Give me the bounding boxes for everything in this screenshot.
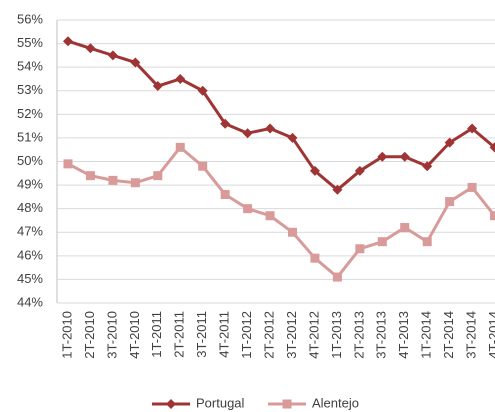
data-point [445, 197, 455, 207]
x-tick-label: 1T-2013 [329, 311, 344, 359]
y-tick-label: 48% [17, 200, 43, 215]
data-point [489, 142, 495, 153]
data-point [63, 159, 73, 169]
y-tick-label: 56% [17, 11, 43, 26]
y-tick-label: 53% [17, 82, 43, 97]
data-point [243, 204, 253, 214]
data-point [63, 36, 73, 47]
y-tick-label: 55% [17, 35, 43, 50]
x-tick-label: 2T-2014 [441, 311, 456, 359]
x-tick-label: 1T-2014 [419, 311, 434, 359]
data-point [153, 171, 163, 181]
data-point [220, 118, 231, 129]
x-tick-label: 3T-2014 [464, 311, 479, 359]
data-point [309, 165, 320, 176]
data-point [422, 161, 433, 172]
data-point [399, 151, 410, 162]
y-tick-label: 52% [17, 106, 43, 121]
data-point [355, 244, 365, 254]
data-point [444, 137, 455, 148]
x-tick-label: 3T-2011 [194, 311, 209, 358]
data-point [332, 272, 342, 282]
data-point [377, 237, 387, 247]
x-tick-label: 3T-2013 [374, 311, 389, 359]
x-tick-label: 2T-2010 [82, 311, 97, 359]
data-point [377, 151, 388, 162]
legend-label: Alentejo [312, 395, 359, 410]
y-tick-label: 49% [17, 177, 43, 192]
data-point [422, 237, 432, 247]
x-tick-label: 4T-2014 [486, 311, 495, 359]
legend-marker [166, 399, 176, 409]
x-tick-label: 1T-2010 [59, 311, 74, 359]
data-point [354, 165, 365, 176]
data-point [288, 227, 297, 237]
x-tick-label: 4T-2013 [396, 311, 411, 359]
data-point [197, 85, 208, 96]
data-point [467, 182, 477, 192]
data-point [467, 123, 478, 134]
x-tick-label: 2T-2011 [172, 311, 187, 358]
legend-marker [282, 399, 292, 409]
legend-label: Portugal [196, 395, 245, 410]
data-point [107, 50, 118, 61]
y-tick-label: 45% [17, 271, 43, 286]
x-tick-label: 4T-2010 [127, 311, 142, 359]
x-tick-label: 4T-2012 [306, 311, 321, 359]
data-point [152, 81, 163, 92]
data-point [130, 178, 140, 188]
x-tick-label: 3T-2012 [284, 311, 299, 359]
series-line [67, 39, 495, 192]
data-point [175, 142, 185, 152]
x-tick-label: 2T-2013 [351, 311, 366, 359]
data-point [130, 57, 141, 68]
x-tick-label: 4T-2011 [217, 311, 232, 358]
x-tick-label: 3T-2010 [104, 311, 119, 359]
data-point [85, 171, 95, 181]
y-tick-label: 44% [17, 294, 43, 309]
data-point [265, 211, 275, 221]
y-tick-label: 46% [17, 247, 43, 262]
data-point [332, 184, 343, 195]
data-point [265, 123, 276, 134]
x-tick-label: 1T-2011 [149, 311, 164, 358]
data-point [220, 190, 230, 200]
y-tick-label: 51% [17, 129, 43, 144]
y-tick-label: 50% [17, 153, 43, 168]
data-point [108, 175, 118, 185]
data-point [287, 132, 298, 143]
y-tick-label: 54% [17, 59, 43, 74]
data-point [175, 73, 186, 84]
x-tick-label: 2T-2012 [261, 311, 276, 359]
data-point [242, 128, 253, 139]
y-tick-label: 47% [17, 224, 43, 239]
data-point [85, 43, 96, 54]
data-point [490, 211, 495, 221]
data-point [400, 223, 410, 233]
data-point [198, 161, 208, 171]
x-tick-label: 1T-2012 [239, 311, 254, 359]
data-point [310, 253, 320, 263]
